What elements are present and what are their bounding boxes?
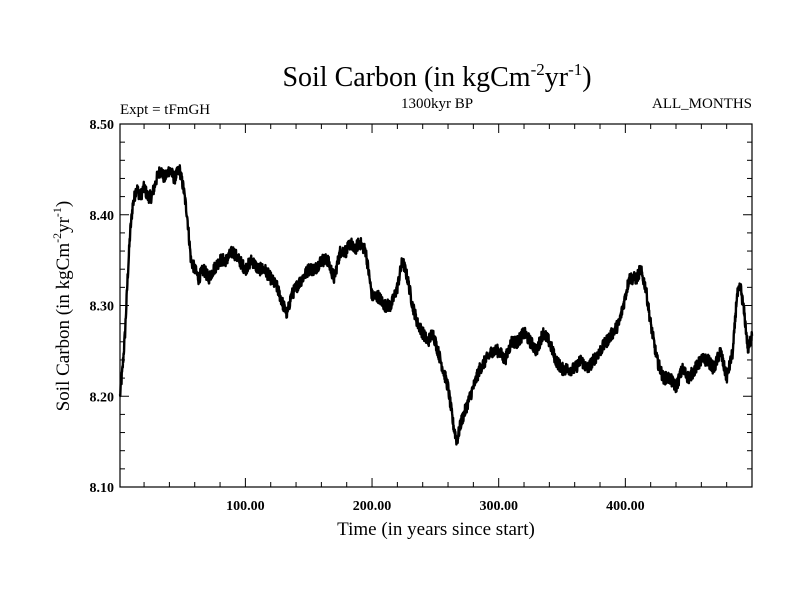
x-tick-label: 300.00 (479, 499, 518, 514)
chart-title: Soil Carbon (in kgCm-2yr-1) (282, 60, 591, 93)
y-axis-ticks: 8.10 8.20 8.30 8.40 8.50 (90, 118, 752, 496)
y-axis-label: Soil Carbon (in kgCm-2yr-1) (50, 201, 74, 412)
x-axis-label: Time (in years since start) (337, 519, 535, 540)
x-tick-label: 100.00 (226, 499, 265, 514)
experiment-label: Expt = tFmGH (120, 102, 210, 118)
y-axis-label-end: ) (53, 201, 74, 207)
y-tick-label: 8.50 (90, 118, 115, 133)
chart-title-end: ) (582, 62, 591, 93)
chart-title-sup-2: -1 (568, 60, 582, 79)
x-tick-label: 200.00 (353, 499, 392, 514)
y-tick-label: 8.40 (90, 209, 115, 224)
x-axis-ticks: 100.00 200.00 300.00 400.00 (143, 124, 753, 514)
soil-carbon-series-line (118, 164, 754, 446)
chart-title-main: Soil Carbon (in kgCm (282, 62, 530, 93)
chart-title-sup-1: -2 (531, 60, 545, 79)
y-axis-label-sup-2: -1 (50, 207, 64, 217)
period-label: 1300kyr BP (401, 96, 473, 112)
y-tick-label: 8.10 (90, 481, 115, 496)
months-label: ALL_MONTHS (652, 96, 752, 112)
plot-frame (119, 123, 753, 488)
x-tick-label: 400.00 (606, 499, 645, 514)
y-axis-label-mid: yr (53, 216, 74, 233)
y-axis-label-main: Soil Carbon (in kgCm (53, 243, 74, 412)
y-tick-label: 8.30 (90, 300, 115, 315)
y-axis-label-sup-1: -2 (50, 233, 64, 243)
y-tick-label: 8.20 (90, 390, 115, 405)
chart-title-mid: yr (545, 62, 569, 93)
